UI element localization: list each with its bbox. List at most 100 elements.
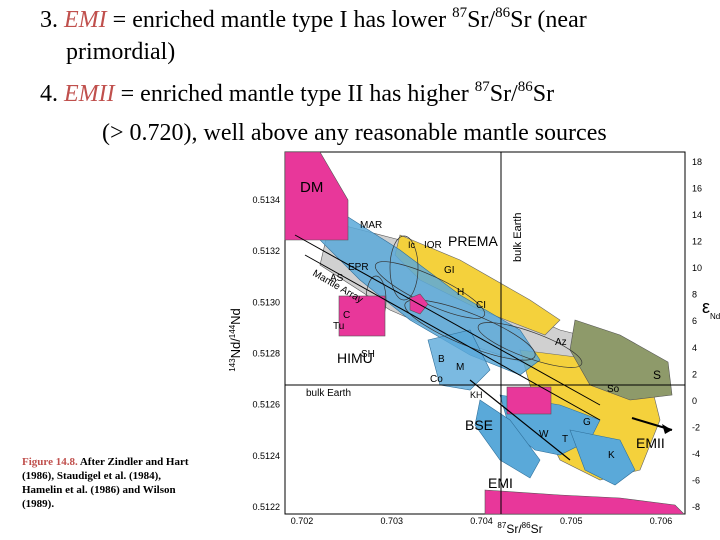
emi-field xyxy=(484,489,685,515)
right-tick-label: 12 xyxy=(692,237,702,247)
y-tick-label: 0.5126 xyxy=(252,400,280,410)
label-kh: KH xyxy=(470,390,483,400)
b-m-field xyxy=(427,329,491,391)
x-tick-label: 0.705 xyxy=(560,516,583,526)
label-b: B xyxy=(438,354,445,365)
right-tick-label: -4 xyxy=(692,449,700,459)
bullet-text: has lower xyxy=(347,7,453,33)
label-tu: Tu xyxy=(333,321,344,332)
bullet-emi: 3. EMI = enriched mantle type I has lowe… xyxy=(40,4,587,36)
right-tick-label: 16 xyxy=(692,184,702,194)
bullet-text: Sr/ xyxy=(489,81,518,107)
x-tick-label: 0.702 xyxy=(291,516,314,526)
label-emii: EMII xyxy=(636,435,665,451)
bse-trend-line xyxy=(469,379,571,461)
bullet-text: Sr xyxy=(532,81,555,107)
right-tick-label: -2 xyxy=(692,422,700,432)
k-field xyxy=(569,429,636,486)
right-tick-label: 14 xyxy=(692,210,702,220)
figure-number: Figure 14.8. xyxy=(22,456,78,468)
dm-box xyxy=(284,151,349,241)
isotope-sup: 87 xyxy=(474,79,490,95)
figure-caption: Figure 14.8. After Zindler and Hart (198… xyxy=(22,455,197,511)
mantle-array-lower xyxy=(304,254,601,421)
definition-emi: = enriched mantle type I xyxy=(106,7,348,33)
label-prema: PREMA xyxy=(448,233,498,249)
right-tick-labels: 18 16 14 12 10 8 6 4 2 0 -2 -4 -6 -8 xyxy=(692,157,702,512)
x-tick-label: 0.704 xyxy=(470,516,493,526)
right-tick-label: 0 xyxy=(692,396,697,406)
bullet-text: Sr/ xyxy=(467,7,496,33)
label-ior: IOR xyxy=(424,240,442,251)
label-w: W xyxy=(539,429,549,440)
w-field xyxy=(474,399,541,479)
right-tick-label: 8 xyxy=(692,290,697,300)
y-tick-labels: 0.5134 0.5132 0.5130 0.5128 0.5126 0.5124 0.51… xyxy=(252,195,280,512)
label-bse: BSE xyxy=(465,417,493,433)
emii-arrow-head xyxy=(662,424,672,434)
label-as: AS xyxy=(330,273,344,284)
label-co: Co xyxy=(430,374,443,385)
isotope-sup: 86 xyxy=(517,79,533,95)
right-tick-label: 18 xyxy=(692,157,702,167)
bullet-emii-continued: (> 0.720), well above any reasonable man… xyxy=(102,120,607,146)
outline-ellipse xyxy=(404,299,536,361)
label-bulk-earth-vertical: bulk Earth xyxy=(512,212,524,262)
label-s: S xyxy=(653,368,661,382)
y-tick-label: 0.5130 xyxy=(252,297,280,307)
x-axis-title: 87Sr/86Sr xyxy=(497,521,542,536)
epsilon-nd-label: εNd xyxy=(702,297,720,321)
x-tick-label: 0.703 xyxy=(380,516,403,526)
label-h: H xyxy=(457,287,464,298)
label-bulk-earth-horizontal: bulk Earth xyxy=(306,388,351,399)
y-tick-label: 0.5122 xyxy=(252,502,280,512)
isotope-sup: 87 xyxy=(452,5,468,21)
y-tick-label: 0.5124 xyxy=(252,451,280,461)
label-mar: MAR xyxy=(360,220,382,231)
bullet-emii: 4. EMII = enriched mantle type II has hi… xyxy=(40,78,554,110)
y-tick-label: 0.5134 xyxy=(252,195,280,205)
y-axis-title: 143Nd/144Nd xyxy=(228,308,243,372)
definition-emii: = enriched mantle type II xyxy=(114,81,364,107)
isotope-sup: 86 xyxy=(495,5,511,21)
right-tick-label: 4 xyxy=(692,343,697,353)
outline-ellipse xyxy=(389,235,419,301)
olive-field xyxy=(569,319,673,401)
right-tick-label: 6 xyxy=(692,316,697,326)
label-g: G xyxy=(583,417,591,428)
label-t: T xyxy=(562,434,568,445)
label-az: Az xyxy=(555,337,567,348)
x-tick-label: 0.706 xyxy=(650,516,673,526)
outline-ellipse xyxy=(477,322,583,368)
mantle-array-upper xyxy=(294,234,601,406)
y-tick-label: 0.5128 xyxy=(252,349,280,359)
term-emi: EMI xyxy=(64,7,107,33)
right-tick-label: -6 xyxy=(692,475,700,485)
bse-box xyxy=(506,386,552,415)
label-sh: SH xyxy=(361,349,375,360)
label-c: C xyxy=(343,310,350,321)
label-dm: DM xyxy=(300,179,323,196)
label-ic: Ic xyxy=(408,240,416,250)
label-epr: EPR xyxy=(348,262,369,273)
label-m: M xyxy=(456,362,464,373)
y-tick-label: 0.5132 xyxy=(252,246,280,256)
label-emi: EMI xyxy=(488,475,513,491)
bullet-number: 3. xyxy=(40,7,64,33)
bullet-text: has higher xyxy=(363,81,475,107)
label-himu: HIMU xyxy=(337,350,373,366)
bullet-text: Sr (near xyxy=(510,7,587,33)
bullet-number: 4. xyxy=(40,81,64,107)
term-emii: EMII xyxy=(64,81,115,107)
bullet-emi-continued: primordial) xyxy=(66,39,176,65)
right-tick-label: 2 xyxy=(692,369,697,379)
label-gi: GI xyxy=(444,265,455,276)
figure-credit: After Zindler and Hart (1986), Staudigel… xyxy=(22,456,189,510)
right-tick-label: -8 xyxy=(692,502,700,512)
label-k: K xyxy=(608,450,615,461)
x-tick-labels: 0.702 0.703 0.704 0.705 0.706 xyxy=(291,516,673,526)
right-tick-label: 10 xyxy=(692,263,702,273)
label-ci: CI xyxy=(476,300,486,311)
label-so: So xyxy=(607,384,620,395)
